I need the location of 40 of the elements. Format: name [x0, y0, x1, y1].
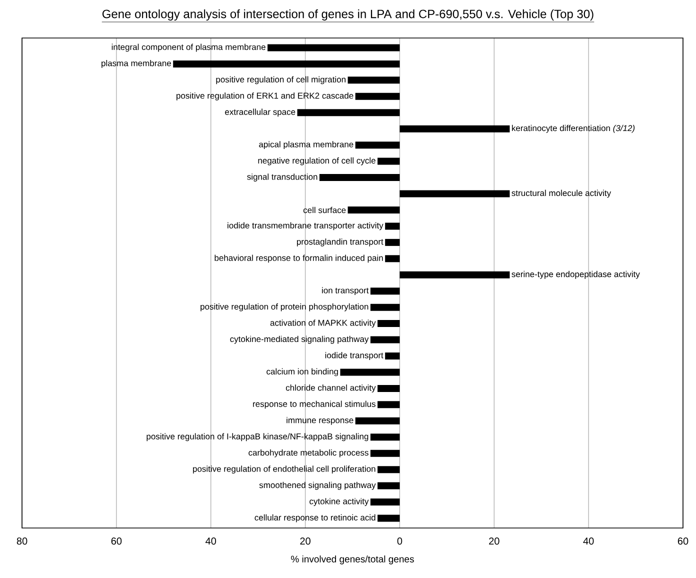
y-tick-label: serine-type endopeptidase activity: [512, 270, 640, 279]
y-tick-label: smoothened signaling pathway: [259, 482, 376, 490]
y-tick-label: cell surface: [303, 206, 346, 214]
y-tick-label: positive regulation of endothelial cell proliferation: [193, 466, 376, 474]
y-tick-label: immune response: [286, 416, 354, 425]
x-tick-label: 0: [397, 538, 402, 545]
y-tick-label: integral component of plasma membrane: [112, 44, 266, 52]
y-tick-label: iodide transport: [325, 352, 384, 360]
y-tick-label: negative regulation of cell cycle: [258, 157, 376, 166]
x-tick-label: 20: [489, 538, 500, 545]
x-tick-label: 20: [300, 538, 310, 545]
y-tick-label: positive regulation of I-kappaB kinase/NF-kappaB signaling: [146, 433, 368, 442]
y-tick-label: activation of MAPKK activity: [270, 320, 376, 328]
y-tick-label: cellular response to retinoic acid: [254, 514, 376, 522]
x-tick-label: 40: [583, 538, 594, 545]
x-tick-label: 80: [16, 538, 28, 545]
y-tick-label: positive regulation of ERK1 and ERK2 cascade: [176, 92, 354, 100]
chart-title: Gene ontology analysis of intersection of genes in LPA and CP-690,550 v.s. Vehicle (Top 30): [102, 9, 594, 21]
y-tick-label: iodide transmembrane transporter activity: [228, 222, 384, 230]
y-tick-label: carbohydrate metabolic process: [248, 449, 368, 458]
x-axis-title: % involved genes/total genes: [291, 555, 414, 564]
x-tick-label: 40: [206, 538, 216, 545]
x-tick-label: 60: [678, 538, 688, 545]
x-tick-label: 60: [111, 538, 122, 545]
y-tick-label: positive regulation of cell migration: [216, 76, 346, 84]
y-tick-label: calcium ion binding: [266, 368, 338, 376]
y-tick-label: apical plasma membrane: [259, 141, 354, 150]
y-tick-label: chloride channel activity: [286, 384, 376, 392]
y-tick-label: ion transport: [322, 287, 369, 296]
y-tick-label: response to mechanical stimulus: [253, 400, 376, 409]
y-tick-label: plasma membrane: [102, 60, 171, 68]
y-tick-label: behavioral response to formalin induced pain: [214, 254, 383, 263]
y-tick-label: cytokine-mediated signaling pathway: [230, 336, 369, 344]
y-tick-label: prostaglandin transport: [296, 238, 384, 246]
y-tick-label: extracellular space: [225, 108, 296, 117]
y-tick-label: structural molecule activity: [512, 190, 612, 198]
y-tick-label: keratinocyte differentiation (3/12): [512, 124, 635, 133]
y-tick-label: signal transduction: [247, 174, 318, 182]
y-tick-label: cytokine activity: [310, 498, 369, 506]
y-tick-label: positive regulation of protein phosphorylation: [200, 303, 368, 312]
